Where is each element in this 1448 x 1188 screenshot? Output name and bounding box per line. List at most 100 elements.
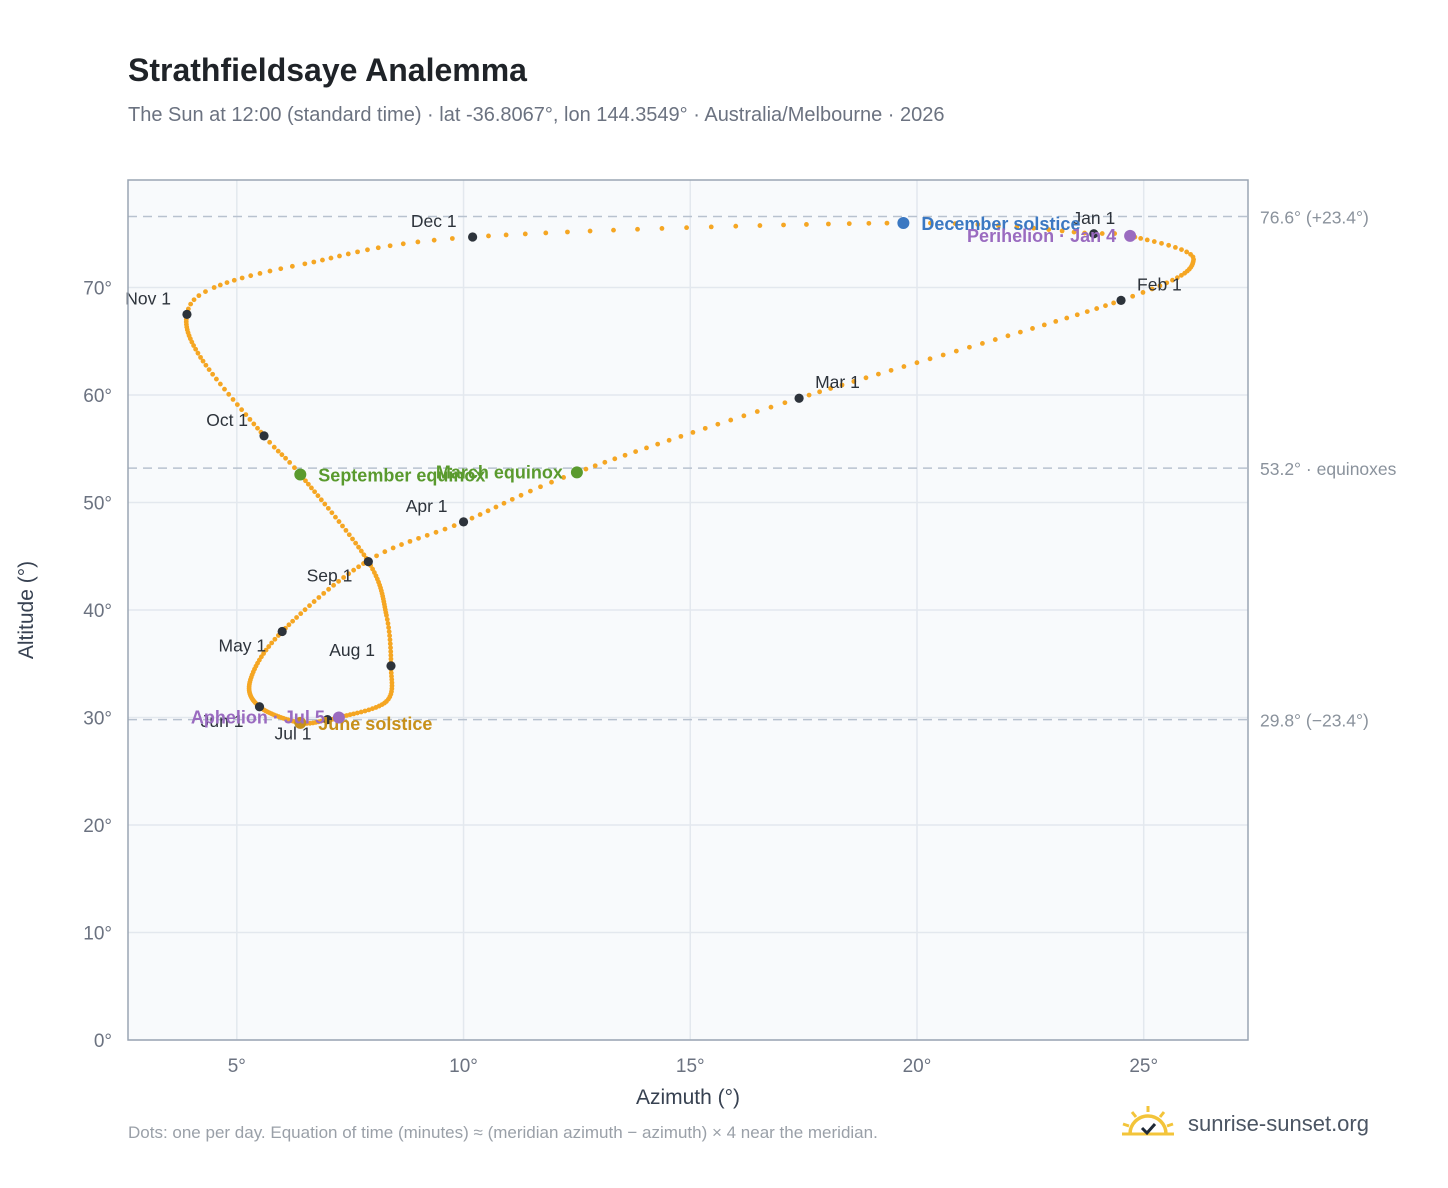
daily-dot bbox=[354, 710, 360, 716]
daily-dot bbox=[1064, 315, 1070, 321]
daily-dot bbox=[940, 352, 946, 358]
daily-dot bbox=[1084, 309, 1090, 314]
daily-dot bbox=[315, 493, 321, 499]
daily-dot bbox=[442, 526, 448, 532]
daily-dot bbox=[928, 220, 933, 226]
daily-dot bbox=[995, 223, 1001, 228]
event-marker-label: March equinox bbox=[436, 462, 563, 482]
daily-dot bbox=[328, 255, 334, 261]
y-tick-label: 60° bbox=[83, 386, 112, 407]
brand-logo[interactable]: sunrise-sunset.org bbox=[1120, 1102, 1369, 1146]
daily-dot bbox=[407, 538, 413, 544]
daily-dot bbox=[953, 348, 959, 354]
daily-dot bbox=[1130, 293, 1136, 299]
daily-dot bbox=[351, 711, 357, 717]
daily-dot bbox=[283, 455, 288, 461]
daily-dot bbox=[543, 230, 549, 236]
daily-dot bbox=[356, 544, 361, 550]
daily-dot bbox=[1111, 300, 1117, 306]
daily-dot bbox=[329, 510, 335, 516]
month-marker-dot bbox=[277, 626, 287, 637]
daily-dot bbox=[1005, 333, 1011, 339]
daily-dot bbox=[549, 479, 554, 485]
daily-dot bbox=[927, 356, 933, 362]
daily-dot bbox=[1030, 326, 1035, 331]
event-marker-label: June solstice bbox=[318, 714, 432, 734]
daily-dot bbox=[382, 549, 388, 555]
daily-dot bbox=[828, 386, 834, 391]
month-marker-label: May 1 bbox=[219, 636, 267, 656]
daily-dot bbox=[1112, 231, 1118, 236]
daily-dot bbox=[469, 515, 475, 521]
month-marker-label: Mar 1 bbox=[815, 372, 860, 392]
daily-dot bbox=[287, 460, 293, 465]
month-markers: Jan 1 Feb 1 Mar 1 Apr 1 May 1 Jun 1 Jul 1 Aug 1… bbox=[125, 208, 1182, 744]
month-marker-label: Jan 1 bbox=[1072, 208, 1115, 228]
daily-dot bbox=[292, 465, 297, 471]
daily-dot bbox=[322, 501, 328, 507]
reference-line-label: 53.2° · equinoxes bbox=[1260, 459, 1397, 479]
daily-dot bbox=[757, 223, 763, 228]
y-tick-label: 70° bbox=[83, 279, 112, 300]
daily-dot bbox=[967, 344, 972, 350]
event-marker-label: December solstice bbox=[921, 214, 1080, 234]
daily-dot bbox=[387, 641, 393, 647]
daily-dot bbox=[286, 622, 292, 628]
daily-dot bbox=[501, 500, 507, 506]
daily-dot bbox=[690, 429, 696, 435]
y-tick-label: 20° bbox=[83, 816, 112, 837]
axis-tick-labels: 5° 10° 15° 20° 25° 0° 10° 20° 30° 40° 50° 60° 70° bbox=[83, 279, 1158, 1078]
daily-dot bbox=[355, 249, 360, 255]
daily-dot bbox=[817, 389, 823, 395]
month-marker-label: Apr 1 bbox=[406, 496, 448, 516]
x-tick-label: 10° bbox=[449, 1056, 478, 1077]
daily-dot bbox=[1140, 290, 1146, 295]
reference-line-label: 76.6° (+23.4°) bbox=[1260, 208, 1369, 228]
month-marker-dot bbox=[386, 661, 396, 671]
daily-dot bbox=[294, 615, 299, 620]
daily-dot bbox=[387, 637, 393, 643]
daily-dot bbox=[303, 478, 308, 484]
daily-dot bbox=[884, 220, 890, 226]
month-marker-label: Oct 1 bbox=[206, 410, 248, 430]
reference-lines: 76.6° (+23.4°) 53.2° · equinoxes 29.8° (−2… bbox=[128, 208, 1397, 731]
daily-dot bbox=[684, 225, 689, 231]
daily-dot bbox=[387, 633, 393, 639]
daily-dot bbox=[358, 548, 364, 554]
month-marker-label: Nov 1 bbox=[125, 288, 171, 308]
reference-line-label: 29.8° (−23.4°) bbox=[1260, 711, 1369, 731]
daily-dot bbox=[309, 485, 314, 491]
daily-dot bbox=[602, 459, 608, 465]
daily-dot bbox=[248, 273, 254, 279]
daily-dot bbox=[311, 259, 317, 265]
y-tick-label: 10° bbox=[83, 924, 112, 945]
daily-dot bbox=[320, 257, 325, 263]
y-tick-label: 30° bbox=[83, 709, 112, 730]
daily-dot bbox=[200, 358, 206, 364]
daily-dot bbox=[768, 404, 774, 410]
daily-dot bbox=[702, 425, 708, 431]
daily-dot bbox=[269, 640, 275, 646]
daily-dot bbox=[1170, 277, 1175, 283]
daily-dot bbox=[243, 412, 249, 418]
daily-dot bbox=[1046, 227, 1052, 232]
daily-dot bbox=[231, 277, 237, 283]
daily-dot bbox=[336, 519, 342, 524]
daily-dot bbox=[901, 364, 907, 369]
daily-dot bbox=[267, 268, 273, 274]
event-marker-dot bbox=[332, 711, 345, 724]
plot-frame bbox=[127, 179, 1249, 1041]
daily-dot bbox=[975, 222, 981, 227]
y-tick-label: 50° bbox=[83, 494, 112, 515]
daily-dot bbox=[1094, 306, 1100, 311]
daily-dot bbox=[1053, 319, 1059, 324]
daily-dot bbox=[275, 448, 281, 454]
daily-dot bbox=[374, 553, 379, 559]
daily-dot bbox=[518, 492, 524, 498]
daily-dot bbox=[321, 590, 327, 596]
daily-dot bbox=[1157, 283, 1163, 289]
daily-dot bbox=[191, 297, 197, 303]
daily-dot bbox=[203, 362, 209, 368]
daily-dot bbox=[346, 571, 352, 577]
